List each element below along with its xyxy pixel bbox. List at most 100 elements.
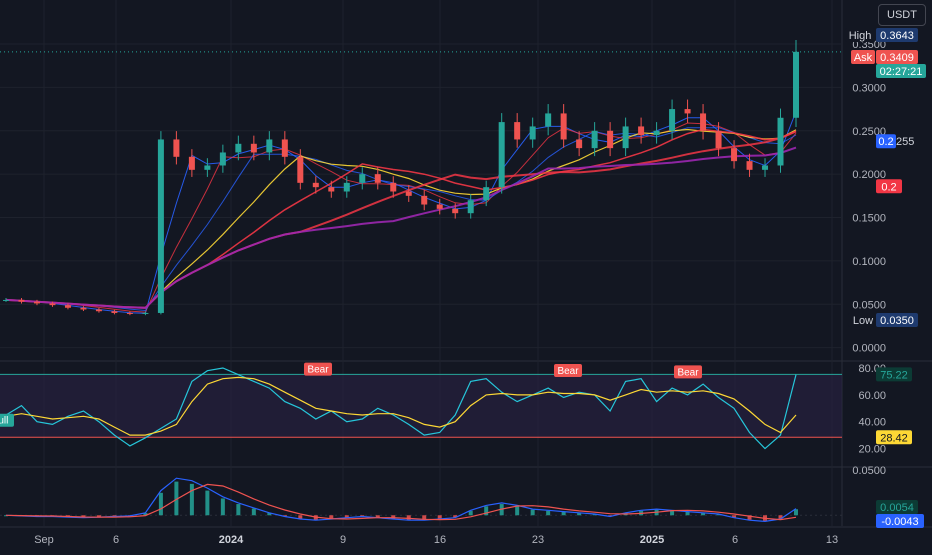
macd-histogram-bar: [158, 492, 163, 516]
macd-histogram-bar: [329, 515, 334, 519]
candle-body: [591, 130, 598, 149]
price-tick-label: 0.1000: [852, 256, 886, 268]
price-tick-label: 0.2000: [852, 169, 886, 181]
ma-red-value-bg: [876, 179, 902, 194]
countdown: 02:27:21: [880, 66, 923, 78]
candle-body: [33, 301, 40, 304]
macd-histogram-bar: [391, 515, 396, 519]
macd-histogram-bar: [592, 514, 597, 516]
candle-body: [545, 113, 552, 127]
signal-tag-bg: [304, 362, 332, 376]
time-tick-label: 6: [113, 534, 119, 546]
candle-body: [715, 130, 722, 149]
rsi-tick-label: 20.00: [858, 444, 886, 456]
price-tick-label: 0.3000: [852, 82, 886, 94]
candle-body: [204, 165, 211, 170]
rsi-lower-value-bg: [876, 430, 912, 445]
price-tick-label: 0.0000: [852, 343, 886, 355]
candle-body: [235, 143, 242, 153]
macd-histogram-bar: [282, 515, 287, 517]
macd-histogram-bar: [81, 515, 86, 518]
candle-body: [3, 299, 9, 301]
candle-body: [359, 174, 366, 183]
macd-histogram-bar: [251, 508, 256, 516]
rsi-band-fill: [0, 374, 842, 438]
macd-histogram-bar: [453, 515, 458, 518]
candle-body: [49, 303, 56, 306]
candle-body: [746, 161, 753, 170]
rsi-line: [5, 376, 797, 436]
macd-histogram-bar: [437, 515, 442, 519]
ask-value-bg: [876, 50, 918, 64]
signal-tag-bg: [0, 413, 14, 427]
candle-body: [405, 191, 412, 196]
macd-lower-value: -0.0043: [881, 516, 918, 528]
signal-tag: Bear: [557, 366, 579, 377]
macd-histogram-bar: [96, 515, 101, 517]
rsi-lower-value: 28.42: [880, 432, 908, 444]
low-value: 0.0350: [880, 315, 914, 327]
candle-body: [638, 126, 645, 136]
macd-histogram-bar: [205, 490, 210, 516]
candle-body: [281, 139, 288, 157]
rsi-tick-label: 40.00: [858, 417, 886, 429]
macd-histogram-bar: [577, 513, 582, 516]
macd-histogram-bar: [422, 515, 427, 520]
macd-histogram-bar: [267, 513, 272, 516]
candle-body: [374, 174, 381, 183]
signal-tag: Bear: [677, 367, 699, 378]
signal-tag: Bear: [307, 365, 329, 376]
candle-body: [266, 139, 273, 153]
macd-histogram-bar: [732, 515, 737, 518]
price-tick-label: 0.3500: [852, 39, 886, 51]
macd-histogram-bar: [716, 514, 721, 516]
moving-average-line: [5, 111, 797, 314]
time-tick-label: 9: [340, 534, 346, 546]
macd-histogram-bar: [174, 481, 179, 516]
macd-histogram-bar: [298, 515, 303, 519]
candle-body: [452, 208, 459, 214]
candle-body: [762, 165, 769, 170]
price-tick-label: 0.1500: [852, 213, 886, 225]
candle-body: [684, 109, 691, 114]
time-tick-label: 2024: [219, 534, 244, 546]
chart-axes: 0.35000.30000.25000.20000.15000.10000.05…: [34, 39, 886, 546]
macd-histogram-bar: [189, 483, 194, 516]
candle-body: [18, 299, 25, 302]
ma-blue-value-bg: [876, 134, 896, 149]
time-tick-label: 6: [732, 534, 738, 546]
candle-body: [498, 122, 505, 188]
high-value: 0.3643: [880, 30, 914, 42]
ma-blue-value: 0.2: [878, 136, 893, 148]
ask-value: 0.3409: [880, 52, 914, 64]
candle-body: [297, 156, 304, 183]
rsi-tick-label: 60.00: [858, 390, 886, 402]
currency-button[interactable]: USDT: [878, 4, 926, 26]
candle-body: [390, 182, 397, 192]
moving-average-line: [5, 127, 797, 312]
time-tick-label: Sep: [34, 534, 54, 546]
rsi-line: [5, 367, 797, 450]
macd-histogram-bar: [794, 509, 798, 516]
macd-histogram-bar: [670, 510, 675, 516]
candle-body: [173, 139, 180, 157]
candle-body: [669, 109, 676, 131]
macd-line: [5, 477, 797, 523]
ask-label: Ask: [854, 52, 873, 64]
macd-histogram-bar: [608, 515, 613, 517]
macd-histogram-bar: [701, 513, 706, 516]
macd-histogram-bar: [685, 511, 690, 516]
candle-body: [95, 309, 102, 312]
candle-body: [126, 312, 133, 314]
candle-body: [622, 126, 629, 149]
signal-tag: Bull: [0, 416, 8, 427]
candle-body: [111, 311, 118, 313]
macd-histogram-bar: [561, 511, 566, 516]
high-label-bg: [845, 28, 875, 42]
candle-body: [607, 130, 614, 149]
candle-body: [514, 122, 521, 140]
ma-red-value: 0.2: [881, 181, 896, 193]
